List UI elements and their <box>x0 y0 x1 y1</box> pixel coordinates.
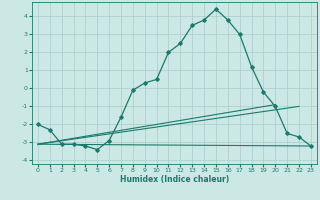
X-axis label: Humidex (Indice chaleur): Humidex (Indice chaleur) <box>120 175 229 184</box>
